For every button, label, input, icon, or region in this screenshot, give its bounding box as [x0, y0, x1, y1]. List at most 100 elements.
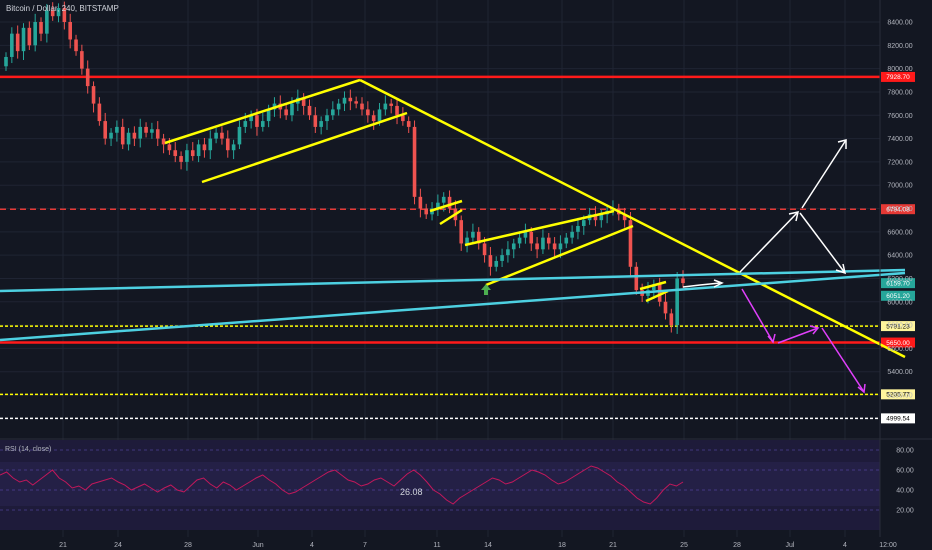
upper-channel-line [164, 78, 361, 145]
candle-body [564, 237, 569, 244]
y-tick-label: 8200.00 [887, 43, 912, 50]
price-tag [881, 321, 915, 332]
rsi-line [0, 465, 684, 505]
y-tick-label: 5200.00 [887, 393, 912, 400]
candle-body [103, 121, 108, 139]
candle-body [500, 255, 504, 261]
candle-body [266, 109, 271, 122]
candle-body [85, 68, 90, 87]
candle-body [663, 301, 668, 314]
candle-body [50, 10, 55, 17]
y-tick-label: 6800.00 [887, 206, 912, 213]
small-flag-1 [429, 199, 463, 213]
candle-body [4, 56, 8, 67]
candle-body [628, 220, 633, 267]
y-tick-label: 6400.00 [887, 253, 912, 260]
candle-body [62, 8, 67, 22]
candle-body [260, 121, 265, 127]
price-tag-label: 4999.54 [886, 416, 910, 423]
mid-channel-lower [485, 224, 634, 287]
x-tick-label: Jun [252, 542, 263, 549]
candle-body [389, 103, 393, 106]
x-tick-label: 7 [363, 542, 367, 549]
candle-body [441, 196, 446, 203]
candle-body [471, 231, 475, 238]
price-tag-label: 6794.08 [886, 206, 910, 213]
cyan-support-line-2 [0, 271, 906, 342]
candle-body [535, 243, 539, 250]
candle-body [138, 126, 143, 139]
candle-body [331, 109, 335, 116]
candle-body [284, 109, 288, 116]
price-tag [881, 290, 915, 301]
x-tick-label: 11 [433, 542, 440, 549]
candle-body [652, 284, 656, 291]
trend-drawings [0, 78, 906, 394]
x-tick-label: 21 [59, 542, 67, 549]
candlestick-series [4, 1, 685, 334]
candle-body [669, 313, 674, 326]
x-tick-label: 28 [733, 542, 741, 549]
candle-body [161, 138, 166, 145]
rsi-tick-label: 80.00 [896, 448, 914, 455]
candle-body [173, 150, 178, 157]
cyan-support-line-1 [0, 268, 906, 293]
candle-body [39, 22, 43, 34]
candle-body [622, 214, 627, 221]
descending-resistance-line [359, 78, 906, 359]
candle-body [348, 97, 353, 102]
price-tag [881, 71, 915, 82]
price-tag-label: 6051.20 [886, 293, 910, 300]
candle-body [511, 243, 516, 250]
candle-body [377, 109, 382, 122]
candle-body [45, 10, 49, 34]
x-tick-label: 25 [680, 542, 688, 549]
rsi-label: RSI (14, close) [5, 446, 51, 453]
white-projection-arrows [682, 139, 847, 288]
candle-body [109, 132, 113, 139]
green-up-arrow [481, 284, 491, 295]
candle-body [185, 150, 189, 162]
candle-body [150, 129, 154, 133]
rsi-band [0, 462, 880, 506]
rsi-tick-label: 60.00 [896, 468, 914, 475]
candle-body [27, 27, 32, 46]
price-tag [881, 278, 915, 289]
magenta-projection-arrows [741, 288, 866, 394]
candle-body [231, 144, 236, 151]
candle-body [401, 115, 405, 122]
candle-body [15, 33, 20, 52]
small-flag-2 [439, 208, 463, 226]
candle-body [506, 249, 510, 256]
candle-body [576, 225, 580, 232]
candle-body [354, 101, 358, 104]
candle-body [307, 105, 312, 116]
candle-body [179, 156, 183, 162]
candle-body [167, 144, 172, 151]
candle-body [366, 109, 370, 116]
y-tick-label: 5600.00 [887, 346, 912, 353]
y-tick-label: 6600.00 [887, 229, 912, 236]
candle-body [319, 121, 323, 127]
price-tag [881, 389, 915, 400]
candle-body [237, 126, 242, 145]
lower-channel-line [201, 111, 408, 184]
candle-body [115, 126, 119, 133]
x-tick-label: 21 [609, 542, 617, 549]
candle-body [657, 284, 662, 302]
candle-body [196, 144, 201, 157]
candle-body [202, 144, 207, 151]
candle-body [126, 132, 131, 145]
candle-body [208, 138, 213, 151]
candle-body [225, 138, 230, 151]
candle-body [325, 115, 329, 122]
mid-channel-upper [464, 209, 615, 247]
time-axis[interactable]: 21 24 28 Jun 4 7 11 14 18 21 25 28 Jul 4 12:00 [59, 542, 897, 549]
y-tick-label: 7000.00 [887, 183, 912, 190]
candle-body [488, 255, 493, 267]
candle-body [220, 132, 224, 139]
price-tag-label: 5791.23 [886, 323, 910, 330]
price-axis[interactable]: 8400.00 8200.00 8000.00 7800.00 7600.00 7400.… [887, 20, 912, 400]
candle-body [249, 115, 253, 122]
